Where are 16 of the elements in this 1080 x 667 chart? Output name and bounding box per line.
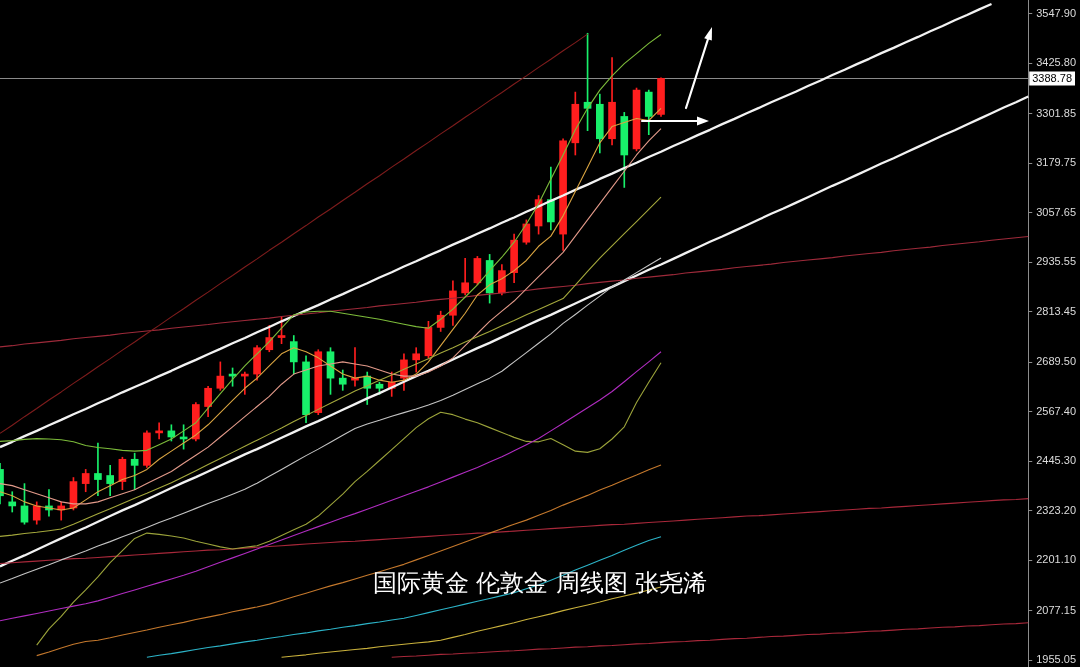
ref-line-label: 3388.78 — [1032, 71, 1072, 84]
y-tick-label: 3547.90 — [1036, 6, 1076, 19]
y-tick-label: 2201.10 — [1036, 553, 1076, 566]
y-tick-label: 3179.75 — [1036, 156, 1076, 169]
y-tick-label: 3057.65 — [1036, 205, 1076, 218]
y-tick-label: 2445.30 — [1036, 454, 1076, 467]
y-tick-label: 2935.55 — [1036, 255, 1076, 268]
y-tick-label: 3425.80 — [1036, 56, 1076, 69]
y-tick-label: 2077.15 — [1036, 603, 1076, 616]
y-tick-label: 1955.05 — [1036, 653, 1076, 666]
candlestick — [94, 442, 102, 497]
y-tick-label: 2689.50 — [1036, 355, 1076, 368]
y-tick-label: 2567.40 — [1036, 404, 1076, 417]
y-tick-label: 3301.85 — [1036, 106, 1076, 119]
y-tick-label: 2813.45 — [1036, 304, 1076, 317]
y-tick-label: 2323.20 — [1036, 503, 1076, 516]
